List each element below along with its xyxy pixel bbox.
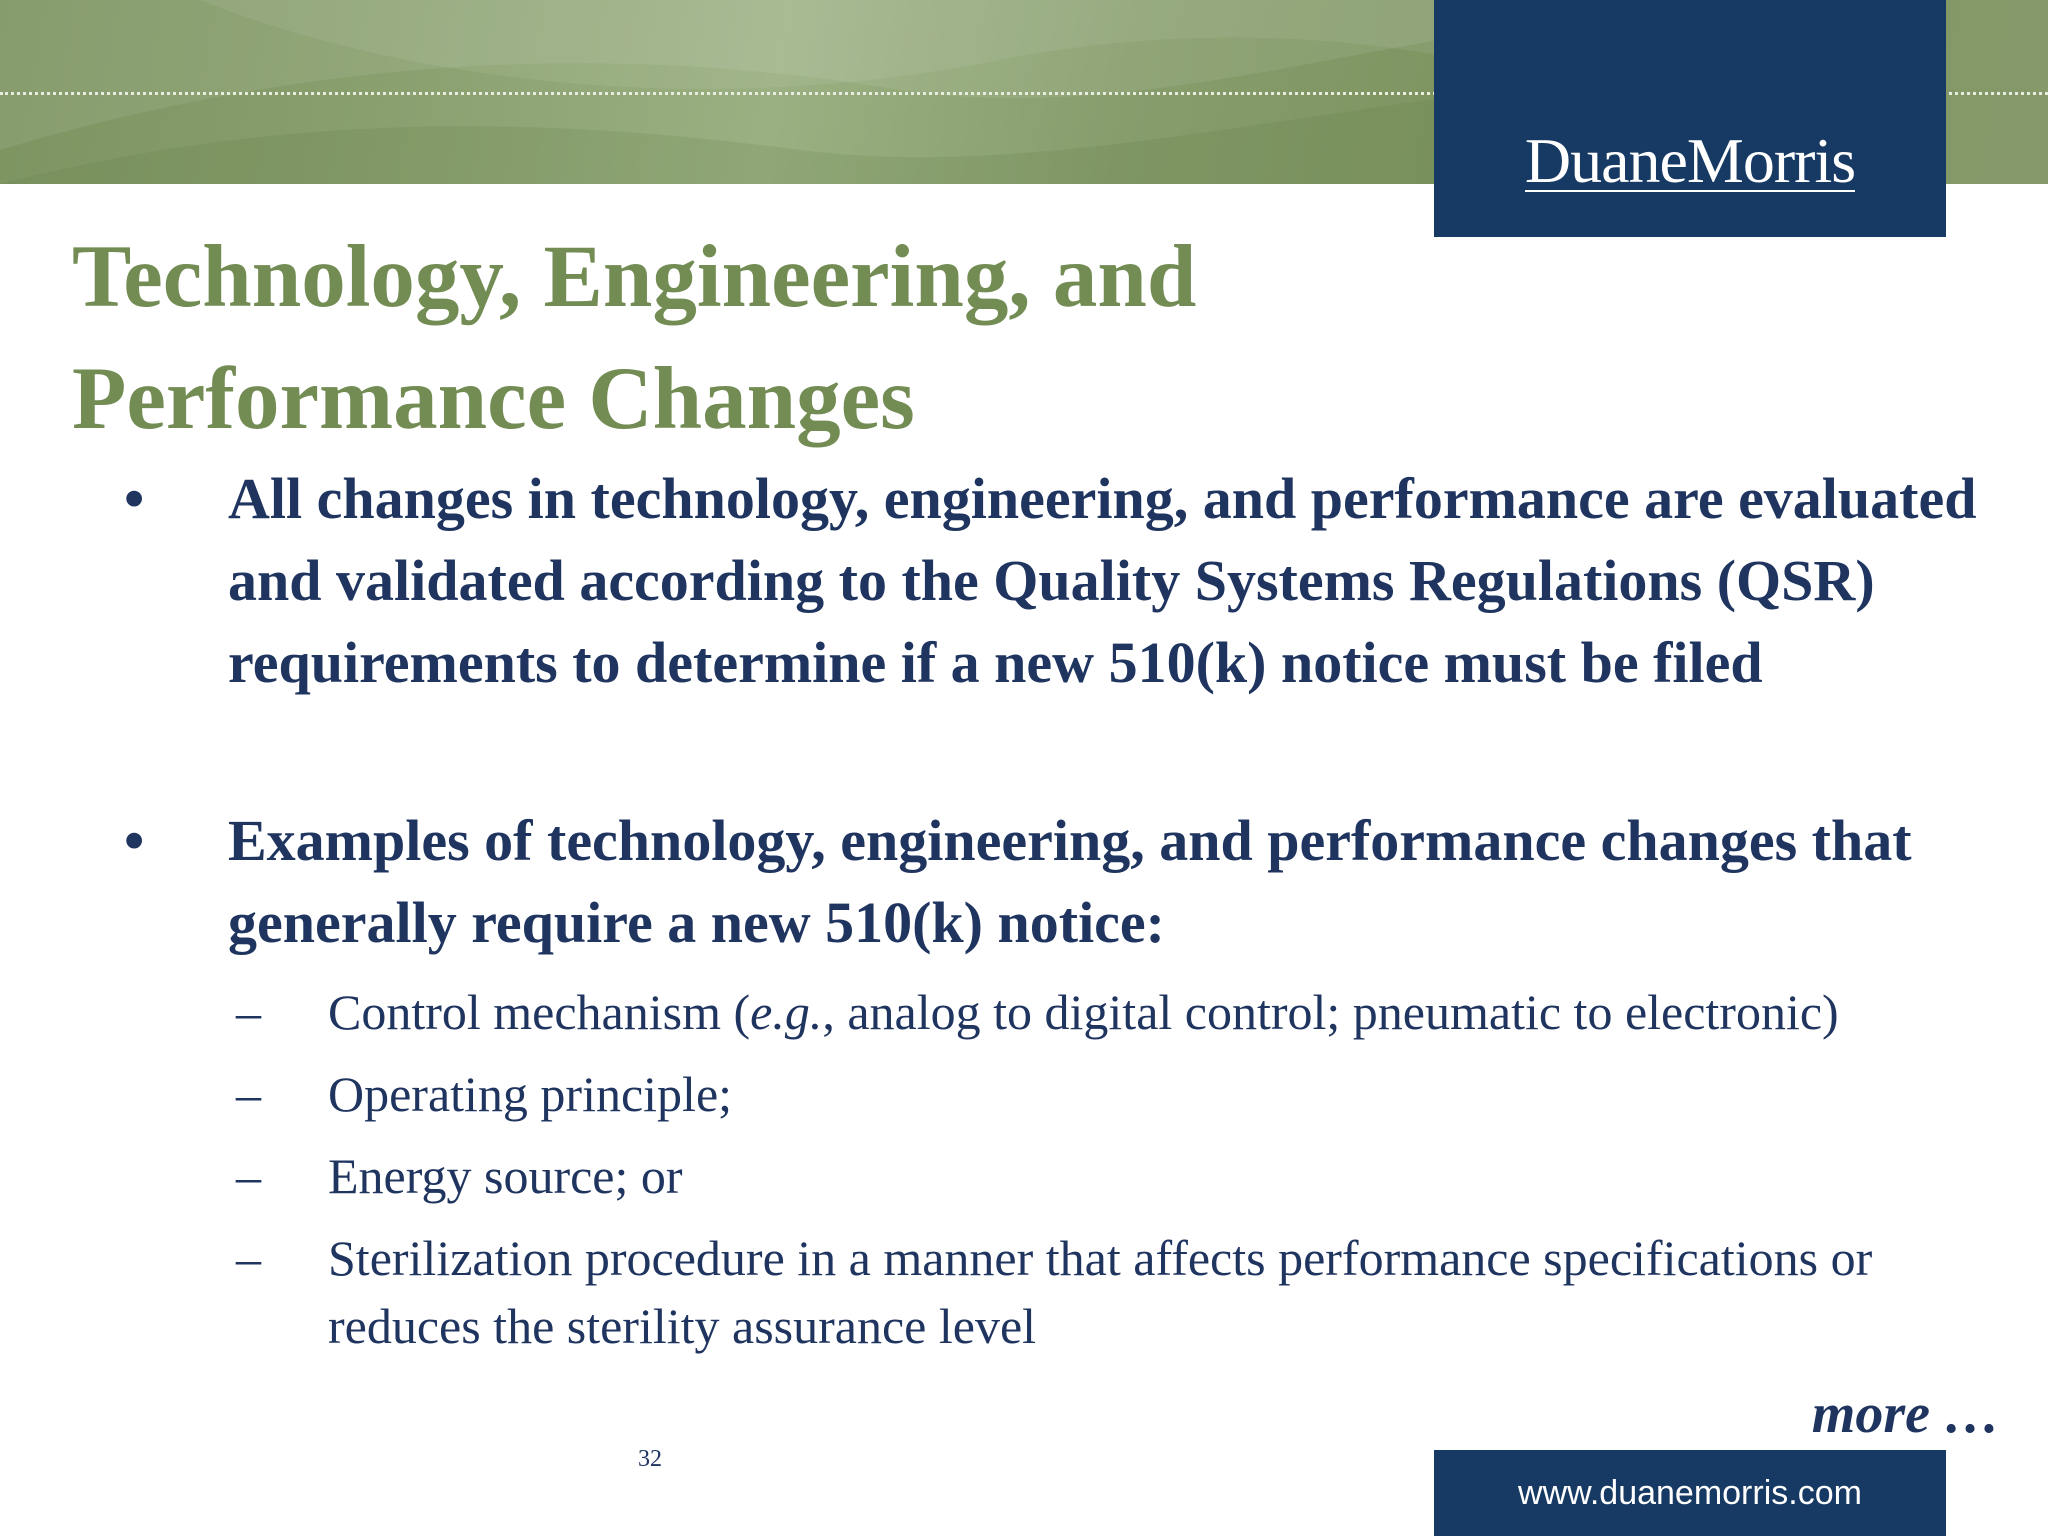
sub-item-text: Sterilization procedure in a manner that… [328, 1230, 1873, 1354]
sub-item-marker: – [236, 1066, 261, 1122]
banner-wave-decoration [0, 0, 1500, 184]
sub-item-text-part: , analog to digital control; pneumatic t… [822, 984, 1839, 1040]
page-number: 32 [638, 1446, 662, 1472]
sub-item-marker: – [236, 1148, 261, 1204]
sub-item-text: Energy source; or [328, 1148, 683, 1204]
slide-title: Technology, Engineering, and Performance… [72, 216, 1452, 460]
sub-item-text-part: Control mechanism ( [328, 984, 751, 1040]
bullet-marker: • [124, 808, 145, 873]
sub-item-marker: – [236, 984, 261, 1040]
sub-item-text: Control mechanism (e.g., analog to digit… [328, 978, 2008, 1046]
sub-item-marker: – [236, 1230, 261, 1286]
bullet-text: Examples of technology, engineering, and… [228, 808, 1912, 955]
sub-item-text-italic: e.g. [750, 984, 823, 1040]
slide-title-line-1: Technology, Engineering, and [72, 228, 1197, 326]
company-logo: DuaneMorris [1524, 124, 1856, 196]
banner-dotted-line [0, 92, 2048, 95]
logo-box: DuaneMorris [1434, 0, 1946, 237]
bullet-marker: • [124, 466, 145, 531]
sub-item-text: Operating principle; [328, 1066, 733, 1122]
footer-website: www.duanemorris.com [1434, 1450, 1946, 1536]
bullet-text: All changes in technology, engineering, … [228, 466, 1977, 695]
slide-title-line-2: Performance Changes [72, 350, 915, 448]
more-indicator: more … [1811, 1383, 2000, 1445]
